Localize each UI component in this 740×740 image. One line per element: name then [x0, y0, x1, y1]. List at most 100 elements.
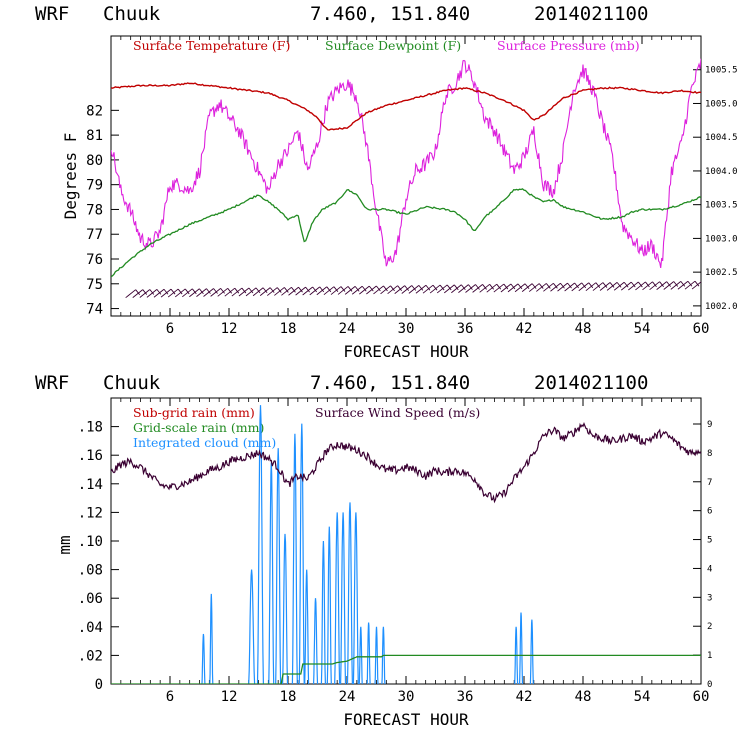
panel2-model: WRF: [35, 372, 69, 394]
wind-barb-flag: [404, 285, 410, 291]
wind-barb: [174, 288, 186, 298]
cloud-spike: [334, 512, 341, 684]
wind-barb: [203, 288, 214, 297]
wind-barb: [493, 283, 505, 293]
wind-barb-flag: [135, 289, 141, 295]
wind-barb: [196, 288, 207, 297]
cloud-spike: [514, 626, 519, 684]
wind-barb: [132, 289, 144, 298]
wind-barb: [571, 282, 582, 292]
cloud-spike: [381, 626, 386, 684]
x-tick-label: 12: [221, 689, 238, 705]
y2-tick-label: 1004.5: [705, 133, 738, 143]
wind-barb: [670, 281, 682, 290]
x-tick-label: 18: [280, 321, 297, 337]
wind-barb-flag: [482, 284, 487, 290]
y-tick-label: .04: [78, 620, 103, 636]
y-tick-label: .16: [78, 448, 103, 464]
wind-barb: [635, 281, 646, 291]
wind-barb: [167, 288, 179, 298]
y-tick-label: .02: [78, 648, 103, 664]
wind-barb: [656, 281, 667, 290]
wind-barb-flag: [383, 285, 388, 292]
wind-barb-flag: [156, 289, 162, 295]
legend-gridscale-rain: Grid-scale rain (mm): [133, 420, 264, 435]
x-tick-label: 54: [634, 321, 651, 337]
y-tick-label: 78: [86, 202, 103, 218]
wind-barb: [146, 289, 158, 298]
cloud-spike: [374, 626, 379, 684]
wind-barb-flag: [199, 288, 204, 295]
panel2-y-label: mm: [55, 535, 74, 554]
wind-barb-flag: [553, 283, 558, 289]
series-gridscale-rain: [111, 654, 701, 684]
wind-barb: [380, 285, 391, 295]
wind-barb: [359, 285, 370, 295]
cloud-spike: [298, 423, 305, 684]
wind-barb-flag: [616, 282, 622, 288]
wind-barb-flag: [687, 280, 693, 287]
cloud-spike: [519, 612, 524, 684]
x-tick-label: 36: [457, 689, 474, 705]
wind-barb-flag: [560, 282, 565, 289]
wind-barb: [281, 286, 292, 296]
panel1-station: Chuuk: [103, 3, 161, 25]
wind-barb-flag: [567, 282, 572, 289]
y-tick-label: 75: [86, 277, 103, 293]
cloud-spike: [346, 502, 353, 684]
wind-barb: [550, 282, 561, 292]
wind-barb: [592, 282, 604, 291]
y2-tick-label: 1004.0: [705, 167, 738, 177]
panel1-y-axis: 74 75 76 77 78 79 80 81 82: [86, 103, 119, 318]
series-surface-temperature: [111, 82, 701, 131]
wind-barb: [472, 284, 483, 293]
series-surface-dewpoint: [111, 188, 701, 278]
cloud-spike: [366, 622, 371, 684]
wind-barb: [288, 286, 299, 296]
wind-barb-flag: [510, 283, 516, 290]
wind-barb: [210, 288, 221, 297]
legend-pressure: Surface Pressure (mb): [497, 38, 640, 53]
wind-barb: [691, 281, 701, 290]
wind-barb-flag: [227, 288, 233, 294]
wind-barb-flag: [524, 283, 530, 290]
wind-barb: [536, 283, 547, 292]
wind-barb-flag: [376, 285, 381, 292]
wind-barb: [628, 281, 639, 291]
wind-barb-flag: [446, 284, 452, 291]
y2-tick-label: 1003.0: [705, 234, 738, 244]
panel2-x-axis: 6 12 18 24 30 36 42 48 54 60: [120, 398, 709, 705]
wind-barbs: [125, 280, 706, 299]
wind-barb-flag: [163, 288, 169, 295]
wind-barb-flag: [623, 281, 629, 288]
wind-barb: [366, 285, 377, 295]
wind-barb-flag: [319, 286, 325, 293]
wind-barb: [351, 285, 363, 295]
wind-barb-flag: [170, 288, 176, 295]
wind-barb: [429, 284, 441, 294]
panel1-x-axis: 6 12 18 24 30 36 42 48 54 60: [120, 36, 709, 337]
cloud-spike: [326, 526, 332, 684]
wind-barb: [139, 289, 151, 298]
panel2-x-label: FORECAST HOUR: [343, 710, 469, 729]
y-tick-label: .14: [78, 477, 103, 493]
wind-barb-flag: [453, 284, 459, 291]
wind-barb: [182, 288, 193, 298]
y-tick-label: 77: [86, 227, 103, 243]
wind-barb-flag: [340, 286, 346, 292]
y-tick-label: 81: [86, 128, 103, 144]
wind-barb: [543, 282, 554, 292]
wind-barb-flag: [694, 280, 700, 287]
wind-barb: [330, 286, 342, 295]
wind-barb-flag: [149, 289, 155, 295]
wind-barb: [189, 288, 200, 298]
wind-barb: [642, 281, 653, 291]
cloud-spike: [304, 569, 310, 684]
panel2-coords: 7.460, 151.840: [310, 372, 470, 394]
wind-barb: [252, 287, 264, 297]
y2-tick-label: 1002.5: [705, 268, 738, 278]
x-tick-label: 30: [398, 321, 415, 337]
wind-barb-flag: [702, 281, 706, 286]
series-integrated-cloud: [201, 405, 534, 684]
